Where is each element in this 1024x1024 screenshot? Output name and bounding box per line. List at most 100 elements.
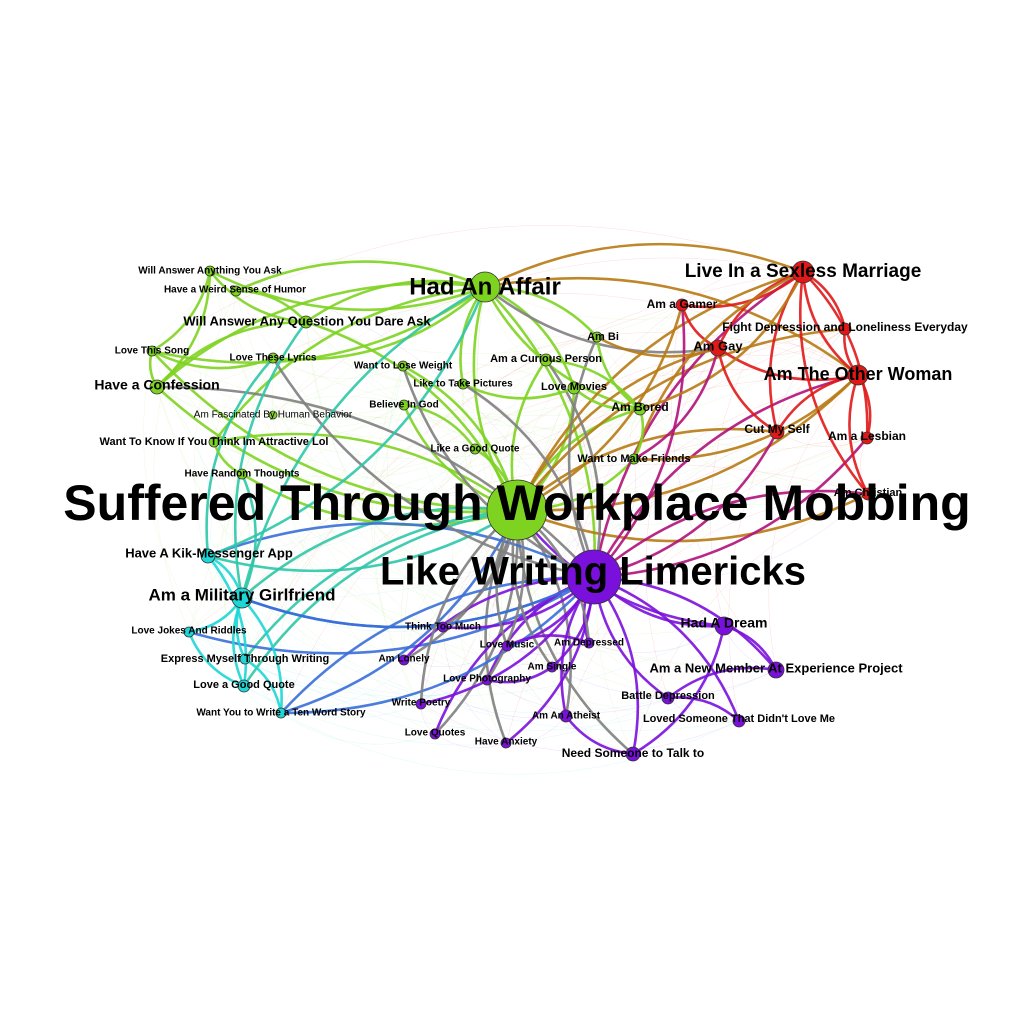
node-militarygf[interactable] [231, 587, 253, 609]
edge-militarygf-limericks [241, 575, 595, 629]
faint-edge [477, 286, 590, 644]
edge-limericks-confession [156, 385, 595, 578]
node-pictures[interactable] [457, 378, 469, 390]
faint-edge [588, 493, 869, 644]
faint-edge [151, 350, 777, 671]
faint-edge [403, 328, 846, 429]
edge-loseweight-limericks [401, 365, 595, 579]
faint-edge [156, 386, 507, 744]
faint-edge [475, 359, 547, 744]
edge-workplace-cutself [516, 427, 778, 511]
node-kik[interactable] [200, 548, 216, 564]
faint-edge [188, 383, 464, 633]
node-otherwoman[interactable] [847, 364, 869, 386]
node-workplace[interactable] [486, 479, 548, 541]
faint-edge [420, 679, 488, 705]
node-label-movies: Love Movies [541, 381, 607, 393]
faint-edge [768, 374, 859, 671]
node-anxiety[interactable] [500, 737, 512, 749]
faint-edge [671, 304, 777, 671]
node-friends[interactable] [628, 453, 640, 465]
node-lovemusic[interactable] [501, 640, 513, 652]
node-talkto[interactable] [625, 746, 641, 762]
node-lovegoodquote[interactable] [237, 679, 251, 693]
node-thinktoomuch[interactable] [437, 621, 449, 633]
faint-edge [207, 555, 436, 735]
edge-tenword-limericks [280, 576, 595, 715]
faint-edge [305, 321, 464, 385]
faint-edge [272, 362, 575, 416]
edge-ambi-gay [596, 335, 719, 358]
node-photography[interactable] [481, 674, 493, 686]
node-weirdhumor[interactable] [230, 285, 242, 297]
faint-edge [151, 347, 719, 421]
faint-edge [486, 679, 669, 713]
edge-workplace-gamer [516, 304, 684, 512]
node-affair[interactable] [469, 271, 501, 303]
faint-edge [241, 365, 404, 599]
node-confession[interactable] [149, 379, 165, 395]
edge-newmember-battledep [667, 666, 777, 700]
edge-depressed-lovemusic [506, 634, 590, 648]
node-tenword[interactable] [275, 707, 287, 719]
edge-sexless-bored [639, 271, 805, 411]
edge-affair-otherwoman [484, 276, 859, 377]
node-poetry[interactable] [415, 698, 427, 710]
node-fightdep[interactable] [838, 322, 852, 336]
node-gamer[interactable] [675, 298, 689, 312]
edge-lyrics-lovesong [151, 349, 274, 370]
node-bored[interactable] [633, 402, 647, 416]
node-fascinated[interactable] [268, 410, 278, 420]
node-expresswriting[interactable] [239, 653, 251, 665]
node-sexless[interactable] [791, 260, 815, 284]
node-goodquote[interactable] [469, 443, 481, 455]
faint-edge [272, 357, 669, 699]
edge-affair-lyrics [272, 286, 486, 361]
node-answerdare[interactable] [299, 315, 313, 329]
node-dream[interactable] [714, 616, 734, 636]
node-movies[interactable] [567, 381, 581, 395]
node-lesbian[interactable] [860, 431, 874, 445]
node-limericks[interactable] [566, 549, 622, 605]
node-curious[interactable] [539, 353, 553, 367]
node-battledep[interactable] [661, 691, 675, 705]
node-gay[interactable] [709, 339, 727, 357]
node-label-anxiety: Have Anxiety [475, 737, 538, 748]
node-loseweight[interactable] [397, 360, 409, 372]
edge-limericks-lesbian [593, 437, 869, 579]
node-label-friends: Want to Make Friends [577, 453, 690, 465]
faint-edge [403, 659, 567, 719]
node-attractive[interactable] [208, 436, 220, 448]
node-label-single: Am Single [528, 662, 577, 673]
edge-limericks-lyrics [271, 357, 595, 579]
node-jokes[interactable] [183, 626, 195, 638]
node-label-militarygf: Am a Military Girlfriend [148, 585, 335, 604]
faint-edge [387, 365, 444, 628]
node-believegod[interactable] [398, 399, 410, 411]
edge-ambi-bored [595, 336, 641, 411]
node-christian[interactable] [861, 487, 875, 501]
node-label-lovedsomeone: Loved Someone That Didn't Love Me [643, 713, 835, 725]
node-depressed[interactable] [583, 637, 595, 649]
node-ambi[interactable] [591, 331, 603, 343]
faint-edge [506, 642, 590, 655]
faint-edge [209, 270, 590, 644]
faint-edge [403, 645, 508, 668]
node-cutself[interactable] [769, 424, 785, 440]
node-quotes[interactable] [429, 728, 441, 740]
node-label-loseweight: Want to Lose Weight [354, 361, 453, 372]
node-randomthoughts[interactable] [236, 468, 248, 480]
node-lovedsomeone[interactable] [732, 714, 746, 728]
node-atheist[interactable] [559, 709, 573, 723]
node-lonely[interactable] [398, 654, 410, 666]
node-label-affair: Had An Affair [409, 273, 561, 300]
faint-edge [374, 404, 422, 705]
node-lovesong[interactable] [146, 345, 158, 357]
node-answeranything[interactable] [204, 265, 216, 277]
node-label-lovegoodquote: Love a Good Quote [193, 679, 294, 691]
node-single[interactable] [546, 661, 558, 673]
edge-otherwoman-gay [717, 346, 859, 382]
node-newmember[interactable] [767, 661, 785, 679]
node-lyrics[interactable] [267, 352, 279, 364]
edge-workplace-confession [156, 386, 518, 514]
